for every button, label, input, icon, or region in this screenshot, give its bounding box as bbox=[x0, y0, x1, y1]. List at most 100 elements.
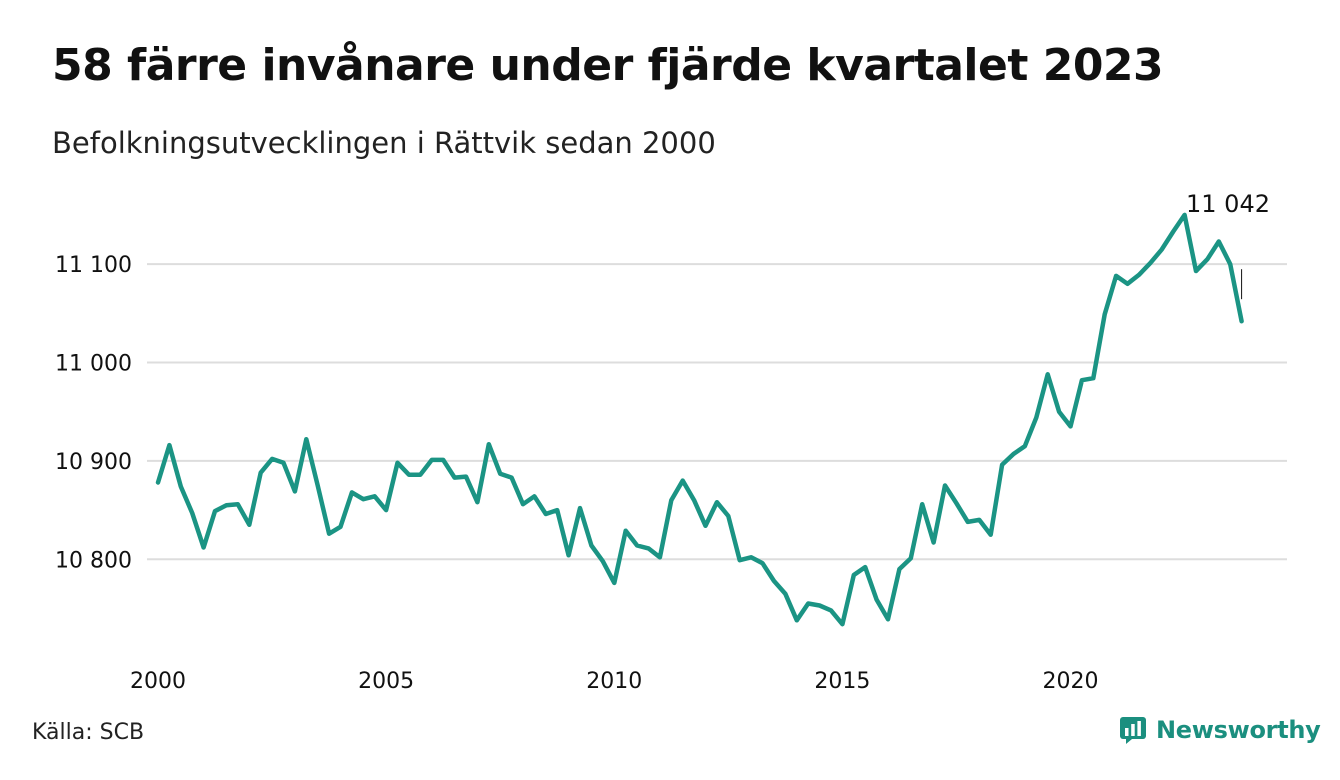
y-tick-label: 10 900 bbox=[55, 450, 132, 475]
data-point bbox=[1125, 281, 1131, 287]
data-point bbox=[953, 500, 959, 506]
data-point bbox=[554, 507, 560, 513]
data-point bbox=[258, 470, 264, 476]
y-tick-label: 10 800 bbox=[55, 548, 132, 573]
x-tick-label: 2015 bbox=[814, 669, 870, 694]
x-tick-label: 2010 bbox=[586, 669, 642, 694]
data-point bbox=[452, 475, 458, 481]
data-point bbox=[509, 475, 515, 481]
brand-logo: Newsworthy bbox=[1118, 714, 1321, 746]
data-point bbox=[463, 474, 469, 480]
data-point bbox=[383, 507, 389, 513]
data-point bbox=[1136, 272, 1142, 278]
data-point bbox=[212, 508, 218, 514]
data-point bbox=[896, 566, 902, 572]
data-point bbox=[668, 497, 674, 503]
data-point bbox=[965, 519, 971, 525]
bar-chart-icon bbox=[1120, 717, 1146, 744]
data-point bbox=[1090, 375, 1096, 381]
data-point bbox=[600, 558, 606, 564]
data-point bbox=[520, 501, 526, 507]
y-axis-ticks: 10 800 10 900 11 000 11 100 bbox=[55, 253, 132, 573]
data-point bbox=[942, 482, 948, 488]
data-point bbox=[223, 502, 229, 508]
data-point bbox=[349, 489, 355, 495]
data-point bbox=[178, 483, 184, 489]
data-point bbox=[189, 510, 195, 516]
chart-subtitle: Befolkningsutvecklingen i Rättvik sedan … bbox=[52, 126, 716, 160]
data-point bbox=[440, 457, 446, 463]
data-point bbox=[155, 480, 161, 486]
data-point bbox=[1216, 238, 1222, 244]
data-point bbox=[1204, 256, 1210, 262]
data-point bbox=[737, 557, 743, 563]
data-point bbox=[577, 505, 583, 511]
data-point bbox=[771, 578, 777, 584]
data-point bbox=[474, 499, 480, 505]
data-point bbox=[497, 471, 503, 477]
series-layer bbox=[155, 212, 1245, 627]
x-tick-label: 2020 bbox=[1043, 669, 1099, 694]
y-tick-label: 11 000 bbox=[55, 351, 132, 376]
data-point bbox=[885, 616, 891, 622]
data-point bbox=[326, 531, 332, 537]
data-point bbox=[908, 555, 914, 561]
gridlines bbox=[147, 263, 1287, 561]
data-point bbox=[817, 603, 823, 609]
data-point bbox=[634, 542, 640, 548]
data-point bbox=[280, 460, 286, 466]
data-point bbox=[976, 517, 982, 523]
data-point bbox=[999, 462, 1005, 468]
data-point bbox=[486, 441, 492, 447]
data-point bbox=[725, 513, 731, 519]
data-point bbox=[1147, 260, 1153, 266]
data-point bbox=[566, 552, 572, 558]
data-point bbox=[417, 472, 423, 478]
chart-title: 58 färre invånare under fjärde kvartalet… bbox=[52, 40, 1164, 91]
data-point bbox=[931, 540, 937, 546]
data-point bbox=[406, 472, 412, 478]
data-point bbox=[1170, 229, 1176, 235]
data-point bbox=[269, 456, 275, 462]
data-point bbox=[1193, 268, 1199, 274]
data-point bbox=[1102, 311, 1108, 317]
series-line bbox=[155, 212, 1244, 627]
data-point bbox=[657, 554, 663, 560]
data-point bbox=[1033, 415, 1039, 421]
data-point bbox=[691, 497, 697, 503]
data-point bbox=[1239, 318, 1245, 324]
data-point bbox=[588, 542, 594, 548]
data-point bbox=[851, 572, 857, 578]
data-point bbox=[235, 501, 241, 507]
data-point bbox=[1045, 371, 1051, 377]
data-point bbox=[645, 545, 651, 551]
data-point bbox=[828, 607, 834, 613]
data-point bbox=[839, 621, 845, 627]
data-point bbox=[988, 532, 994, 538]
data-point bbox=[714, 499, 720, 505]
data-point bbox=[805, 601, 811, 607]
data-point bbox=[543, 511, 549, 517]
x-tick-label: 2005 bbox=[358, 669, 414, 694]
data-point bbox=[611, 580, 617, 586]
data-point bbox=[166, 442, 172, 448]
data-point bbox=[919, 501, 925, 507]
data-point bbox=[246, 522, 252, 528]
data-point bbox=[760, 560, 766, 566]
data-point bbox=[395, 460, 401, 466]
y-tick-label: 11 100 bbox=[55, 253, 132, 278]
data-point bbox=[862, 564, 868, 570]
data-point bbox=[874, 597, 880, 603]
data-point bbox=[1113, 273, 1119, 279]
data-point bbox=[429, 457, 435, 463]
data-point bbox=[303, 436, 309, 442]
data-point bbox=[623, 528, 629, 534]
data-point bbox=[1056, 409, 1062, 415]
data-point bbox=[794, 617, 800, 623]
data-point bbox=[1068, 423, 1074, 429]
data-point bbox=[1079, 377, 1085, 383]
x-axis-ticks: 2000 2005 2010 2015 2020 bbox=[130, 669, 1099, 694]
data-point bbox=[360, 496, 366, 502]
data-point bbox=[1227, 261, 1233, 267]
